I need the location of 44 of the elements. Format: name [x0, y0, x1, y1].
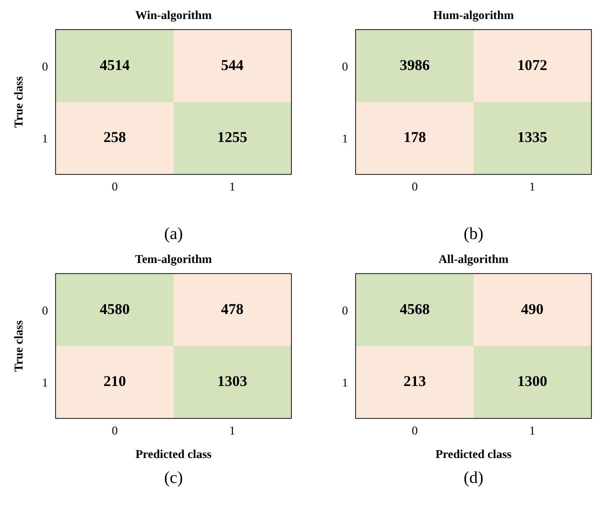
- x-tick-label: 1: [529, 180, 536, 194]
- data-label: 1072: [517, 58, 548, 74]
- chart-title: All-algorithm: [438, 252, 510, 268]
- data-label: 258: [104, 130, 126, 146]
- data-label: 210: [104, 374, 126, 390]
- data-label: 213: [404, 374, 426, 390]
- chart-title: Hum-algorithm: [432, 8, 515, 24]
- x-tick-label: 0: [112, 180, 118, 194]
- y-tick-label: 1: [342, 375, 348, 390]
- y-tick-label: 1: [42, 375, 48, 390]
- y-tick-label: 0: [342, 59, 348, 74]
- data-label: 178: [404, 130, 426, 146]
- y-tick-label: 0: [42, 303, 48, 318]
- x-tick-label: 1: [229, 180, 236, 194]
- data-label: 3986: [400, 58, 430, 74]
- data-label: 4568: [400, 302, 430, 318]
- y-tick-label: 1: [42, 131, 48, 146]
- x-tick-label: 0: [412, 180, 418, 194]
- x-tick-label: 1: [529, 424, 536, 438]
- data-label: 1335: [517, 130, 548, 146]
- x-tick-label: 1: [229, 424, 236, 438]
- data-label: 1300: [517, 374, 548, 390]
- text: (a): [163, 224, 184, 244]
- chart-title: Win-algorithm: [134, 8, 213, 24]
- data-label: 478: [221, 302, 244, 318]
- y-tick-label: 0: [42, 59, 48, 74]
- data-label: 544: [221, 58, 244, 74]
- text: (d): [462, 468, 484, 488]
- data-label: 4580: [100, 302, 130, 318]
- text: (b): [462, 224, 484, 244]
- data-label: 1303: [217, 374, 248, 390]
- x-axis-title: Predicted class: [435, 447, 512, 461]
- data-label: 1255: [217, 130, 248, 146]
- data-label: 490: [521, 302, 544, 318]
- y-axis-title: True class: [11, 320, 26, 372]
- y-tick-label: 0: [342, 303, 348, 318]
- data-label: 4514: [100, 58, 130, 74]
- x-tick-label: 0: [112, 424, 118, 438]
- y-axis-title: True class: [11, 76, 26, 128]
- chart-title: Tem-algorithm: [134, 252, 213, 268]
- x-tick-label: 0: [412, 424, 418, 438]
- x-axis-title: Predicted class: [135, 447, 212, 461]
- text: (c): [163, 468, 184, 488]
- y-tick-label: 1: [342, 131, 348, 146]
